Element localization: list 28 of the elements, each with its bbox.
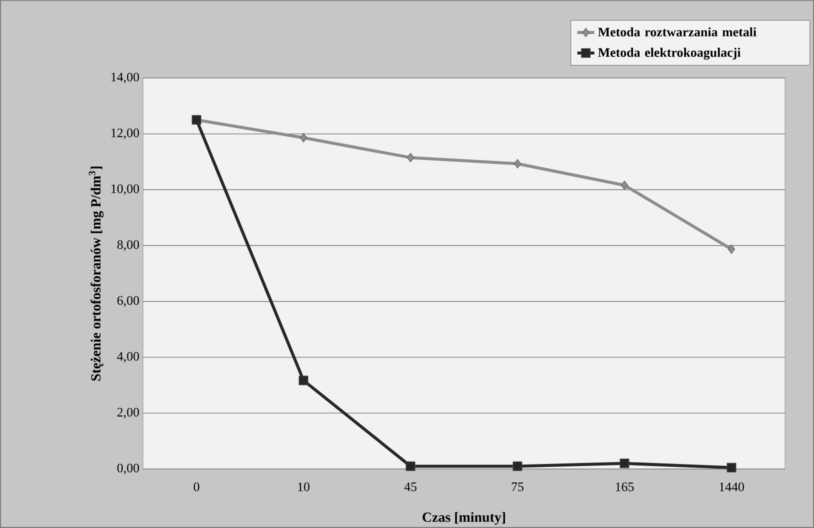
point: [300, 132, 308, 142]
point: [620, 458, 630, 468]
x-tick-label: 10: [298, 482, 310, 492]
y-axis-title: Stężenie ortofosforanów [mg P/dm$^{3}$]: [88, 166, 104, 381]
y-tick-label: 4,00: [117, 352, 139, 363]
x-axis-title: Czas [minuty]: [422, 512, 505, 525]
x-tick-label: 0: [194, 482, 200, 492]
point: [406, 461, 416, 471]
point: [406, 152, 414, 162]
y-tick-label: 2,00: [117, 408, 139, 418]
point: [728, 244, 736, 254]
y-tick-label: 8,00: [117, 240, 139, 251]
point: [514, 158, 522, 168]
y-tick-label: 0,00: [117, 464, 139, 474]
y-tick-label: 6,00: [117, 296, 139, 307]
legend-label: Metoda roztwarzania metali: [598, 27, 756, 36]
x-tick-label: 45: [404, 482, 416, 492]
y-tick-label: 10,00: [111, 184, 139, 195]
y-tick-label: 14,00: [111, 72, 139, 84]
y-tick-label: 12,00: [111, 128, 139, 140]
point: [620, 180, 628, 190]
x-tick-label: 1440: [720, 482, 744, 492]
x-tick-label: 165: [616, 482, 634, 492]
point: [512, 461, 522, 471]
point: [298, 376, 308, 386]
x-tick-label: 75: [512, 482, 524, 492]
point: [726, 462, 736, 472]
legend-label: Metoda elektrokoagulacji: [598, 48, 741, 60]
